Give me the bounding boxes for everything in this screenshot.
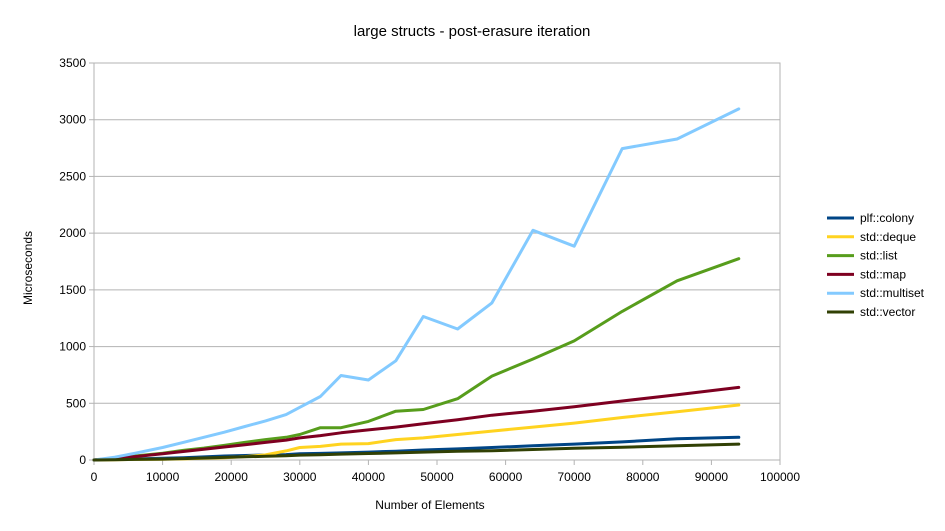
x-tick-label: 90000 — [695, 470, 729, 484]
x-tick-label: 100000 — [760, 470, 800, 484]
x-tick-label: 70000 — [558, 470, 592, 484]
y-tick-label: 500 — [66, 396, 86, 410]
y-tick-label: 2500 — [59, 169, 86, 183]
series-lines — [92, 107, 741, 462]
y-tick-label: 3500 — [59, 56, 86, 70]
y-tick-label: 1500 — [59, 283, 86, 297]
x-tick-label: 40000 — [352, 470, 386, 484]
legend-label: std::multiset — [860, 286, 925, 300]
plot-frame — [93, 62, 781, 461]
y-tick-labels: 0 500 1000 1500 2000 2500 3000 3500 — [59, 56, 86, 467]
plot-area-frame — [93, 62, 781, 461]
legend-label: std::vector — [860, 305, 915, 319]
x-tick-label: 10000 — [146, 470, 180, 484]
x-tick-label: 20000 — [215, 470, 249, 484]
x-axis-title: Number of Elements — [375, 498, 484, 512]
series-line — [92, 107, 741, 462]
x-tick-label: 30000 — [283, 470, 317, 484]
y-tick-label: 2000 — [59, 226, 86, 240]
x-tick-label: 80000 — [626, 470, 660, 484]
y-tick-label: 0 — [79, 453, 86, 467]
legend-label: std::deque — [860, 230, 916, 244]
series-line — [92, 385, 741, 462]
legend-label: std::list — [860, 249, 898, 263]
legend: plf::colonystd::dequestd::liststd::mapst… — [827, 211, 925, 319]
x-tick-label: 60000 — [489, 470, 523, 484]
chart-title: large structs - post-erasure iteration — [354, 23, 591, 40]
y-tick-label: 1000 — [59, 340, 86, 354]
x-tick-labels: 0 10000 20000 30000 40000 50000 60000 70000 8000… — [91, 470, 801, 484]
series-line — [92, 442, 741, 462]
legend-label: std::map — [860, 267, 906, 281]
x-tick-label: 0 — [91, 470, 98, 484]
y-tick-label: 3000 — [59, 113, 86, 127]
legend-label: plf::colony — [860, 211, 914, 225]
y-axis-title: Microseconds — [21, 231, 35, 305]
x-tick-label: 50000 — [420, 470, 454, 484]
